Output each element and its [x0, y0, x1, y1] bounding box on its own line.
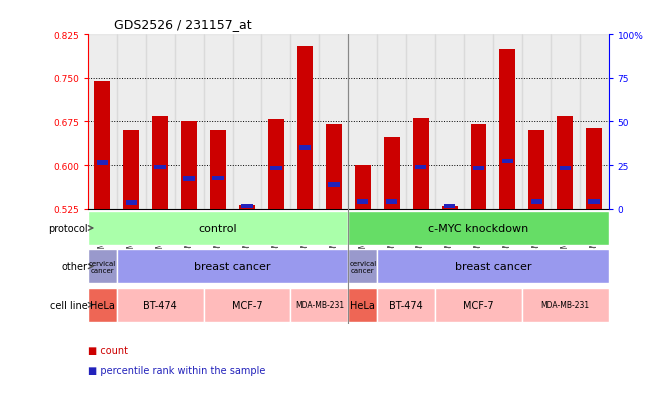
Bar	[406, 35, 435, 209]
Text: breast cancer: breast cancer	[194, 262, 271, 272]
Bar	[493, 35, 522, 209]
Bar	[117, 250, 348, 284]
Bar	[435, 288, 522, 322]
Bar	[204, 35, 232, 209]
Text: ■ count: ■ count	[88, 345, 128, 355]
Bar	[94, 81, 110, 209]
Bar	[560, 166, 571, 171]
Bar	[444, 204, 455, 209]
Bar	[531, 200, 542, 204]
Bar	[377, 250, 609, 284]
Bar	[96, 161, 108, 165]
Bar	[262, 35, 290, 209]
Bar	[413, 119, 428, 209]
Bar	[522, 288, 609, 322]
Bar	[522, 35, 551, 209]
Text: GDS2526 / 231157_at: GDS2526 / 231157_at	[114, 18, 251, 31]
Bar	[154, 165, 166, 170]
Bar	[239, 205, 255, 209]
Bar	[348, 288, 377, 322]
Bar	[473, 166, 484, 171]
Text: other: other	[61, 262, 87, 272]
Bar	[587, 129, 602, 209]
Bar	[348, 35, 377, 209]
Bar	[348, 211, 609, 245]
Bar	[502, 159, 513, 164]
Bar	[290, 288, 348, 322]
Bar	[184, 177, 195, 181]
Bar	[152, 116, 168, 209]
Bar	[580, 35, 609, 209]
Bar	[377, 288, 435, 322]
Bar	[117, 35, 146, 209]
Bar	[355, 166, 370, 209]
Text: MCF-7: MCF-7	[232, 300, 262, 310]
Bar	[383, 138, 400, 209]
Bar	[348, 250, 377, 284]
Bar	[377, 35, 406, 209]
Text: control: control	[199, 223, 238, 233]
Bar	[242, 204, 253, 209]
Bar	[551, 35, 580, 209]
Bar	[210, 131, 226, 209]
Bar	[471, 125, 486, 209]
Bar	[88, 250, 117, 284]
Text: cervical
cancer: cervical cancer	[89, 260, 116, 273]
Text: BT-474: BT-474	[389, 300, 423, 310]
Bar	[464, 35, 493, 209]
Bar	[357, 200, 368, 204]
Text: cervical
cancer: cervical cancer	[349, 260, 376, 273]
Text: HeLa: HeLa	[90, 300, 115, 310]
Bar	[181, 122, 197, 209]
Bar	[232, 35, 262, 209]
Text: protocol: protocol	[48, 223, 87, 233]
Bar	[117, 288, 204, 322]
Text: cell line: cell line	[49, 300, 87, 310]
Bar	[328, 183, 340, 187]
Bar	[174, 35, 204, 209]
Bar	[88, 35, 117, 209]
Text: BT-474: BT-474	[143, 300, 177, 310]
Text: HeLa: HeLa	[350, 300, 375, 310]
Bar	[126, 201, 137, 205]
Text: ■ percentile rank within the sample: ■ percentile rank within the sample	[88, 366, 265, 375]
Bar	[146, 35, 174, 209]
Bar	[589, 200, 600, 204]
Bar	[320, 35, 348, 209]
Bar	[290, 35, 320, 209]
Bar	[299, 146, 311, 151]
Bar	[270, 166, 282, 171]
Text: breast cancer: breast cancer	[454, 262, 531, 272]
Bar	[326, 125, 342, 209]
Bar	[123, 131, 139, 209]
Bar	[212, 176, 224, 181]
Bar	[529, 131, 544, 209]
Bar	[557, 116, 574, 209]
Bar	[386, 200, 397, 204]
Bar	[204, 288, 290, 322]
Bar	[441, 206, 458, 209]
Text: c-MYC knockdown: c-MYC knockdown	[428, 223, 529, 233]
Bar	[499, 50, 516, 209]
Bar	[88, 211, 348, 245]
Bar	[415, 165, 426, 170]
Bar	[435, 35, 464, 209]
Bar	[88, 288, 117, 322]
Text: MDA-MB-231: MDA-MB-231	[541, 301, 590, 309]
Text: MDA-MB-231: MDA-MB-231	[295, 301, 344, 309]
Bar	[297, 47, 313, 209]
Text: MCF-7: MCF-7	[463, 300, 494, 310]
Bar	[268, 119, 284, 209]
